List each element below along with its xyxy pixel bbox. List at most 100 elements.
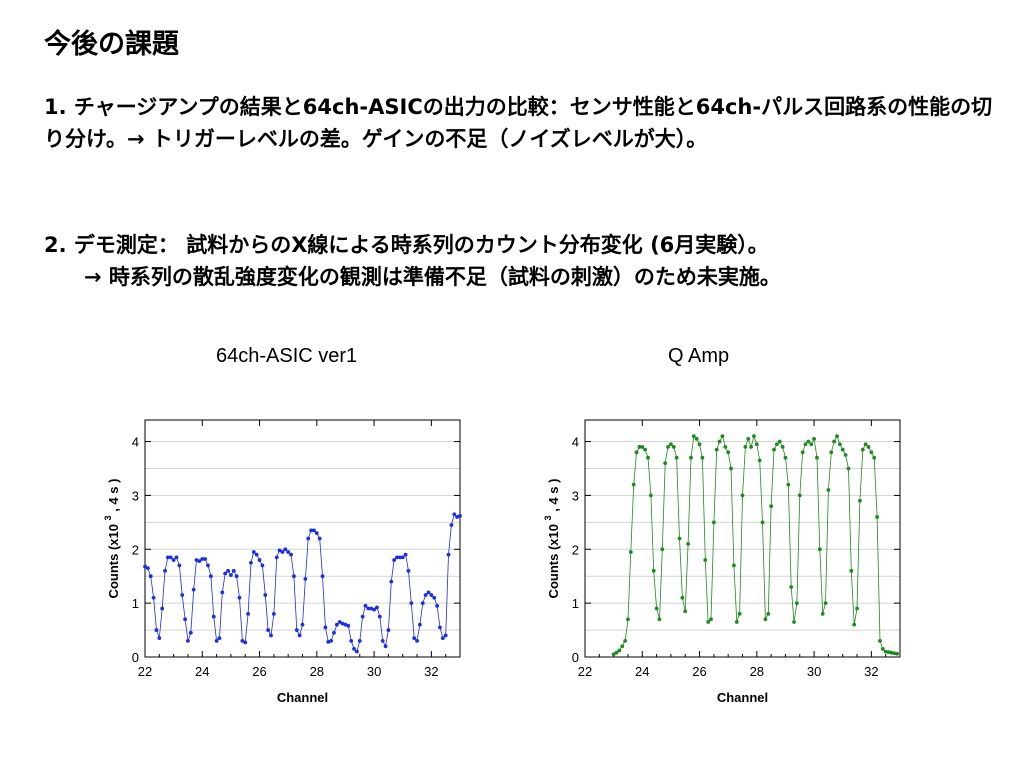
qamp-data-point <box>869 450 874 455</box>
asic-data-point <box>283 547 288 552</box>
qamp-data-point <box>743 445 748 449</box>
asic-data-point <box>349 638 354 643</box>
slide-title: 今後の課題 <box>44 29 179 60</box>
qamp-xtick-label: 26 <box>692 664 706 679</box>
qamp-data-point <box>617 648 622 653</box>
asic-data-point <box>380 638 385 643</box>
qamp-ylabel: Counts (x10 3 , 4 s ) <box>543 479 561 599</box>
qamp-data-point <box>717 439 722 444</box>
qamp-data-point <box>648 493 653 498</box>
qamp-data-point <box>634 450 639 455</box>
qamp-data-point <box>646 455 650 460</box>
qamp-data-point <box>640 445 645 449</box>
qamp-data-point <box>849 568 854 573</box>
agenda-item-2-line1: 2. デモ測定： 試料からのX線による時系列のカウント分布変化 (6月実験）。 <box>44 233 769 257</box>
asic-data-point <box>163 568 167 573</box>
qamp-data-point <box>878 638 882 643</box>
asic-data-point <box>166 555 170 560</box>
asic-data-point <box>292 574 296 579</box>
qamp-data-point <box>843 453 848 457</box>
qamp-data-point <box>611 652 616 657</box>
qamp-data-point <box>772 447 776 452</box>
asic-data-point <box>337 620 342 624</box>
asic-data-point <box>180 593 185 597</box>
qamp-data-point <box>711 520 716 525</box>
asic-data-point <box>366 606 371 611</box>
qamp-ytick-label: 4 <box>572 435 579 450</box>
qamp-data-point <box>689 455 693 460</box>
asic-data-point <box>300 622 305 627</box>
asic-data-point <box>274 555 279 560</box>
qamp-data-point <box>777 439 782 444</box>
asic-data-point <box>312 528 316 533</box>
asic-ylabel: Counts (x10 3 , 4 s ) <box>103 479 121 599</box>
asic-ytick-label: 1 <box>132 596 139 611</box>
asic-xlabel: Channel <box>277 690 328 705</box>
asic-data-point <box>211 614 216 619</box>
asic-data-point <box>303 576 308 581</box>
asic-data-point <box>455 515 460 519</box>
qamp-xlabel: Channel <box>717 690 768 705</box>
qamp-data-point <box>820 612 825 616</box>
qamp-data-point <box>740 493 745 498</box>
qamp-data-point <box>852 622 857 627</box>
asic-data-point <box>383 644 388 649</box>
asic-data-point <box>435 603 439 608</box>
qamp-data-point <box>660 547 665 552</box>
chart-qamp: 0 1 2 3 4 22 24 26 28 30 32 Channel Counts (x10 3 , … <box>543 419 901 705</box>
qamp-data-point <box>697 442 702 447</box>
qamp-data-point <box>620 644 625 649</box>
asic-data-point <box>186 638 190 643</box>
asic-data-point <box>289 552 293 557</box>
qamp-data-point <box>637 445 642 449</box>
agenda-item-1: 1. チャージアンプの結果と64ch-ASICの出力の比較：センサ性能と64ch… <box>44 95 993 151</box>
asic-data-point <box>223 571 228 576</box>
qamp-xtick-label: 22 <box>578 664 592 679</box>
asic-data-point <box>246 612 250 616</box>
chart-title-asic: 64ch-ASIC ver1 <box>216 345 358 367</box>
asic-data-point <box>406 568 411 573</box>
asic-data-point <box>377 614 382 619</box>
asic-data-point <box>352 647 356 651</box>
asic-data-point <box>458 513 462 518</box>
qamp-data-point <box>686 541 690 546</box>
qamp-plot-frame <box>584 419 901 658</box>
asic-data-point <box>443 633 448 638</box>
asic-data-point <box>229 573 233 578</box>
qamp-data-point <box>732 563 736 568</box>
qamp-data-point <box>795 601 799 606</box>
qamp-data-point <box>723 445 728 449</box>
qamp-ytick-label: 0 <box>572 650 579 665</box>
qamp-data-point <box>663 461 668 465</box>
asic-data-point <box>418 622 422 627</box>
asic-data-point <box>174 555 179 560</box>
qamp-data-point <box>654 606 659 611</box>
asic-data-point <box>294 628 299 632</box>
qamp-data-point <box>737 612 742 616</box>
qamp-data-point <box>800 450 805 455</box>
asic-data-point <box>446 552 451 557</box>
qamp-data-point <box>826 488 831 492</box>
asic-data-point <box>249 560 253 565</box>
qamp-data-point <box>812 436 816 441</box>
qamp-data-point <box>746 436 751 441</box>
asic-data-point <box>360 614 365 619</box>
asic-data-point <box>332 630 336 635</box>
qamp-data-point <box>754 442 759 447</box>
qamp-data-point <box>643 447 648 452</box>
qamp-data-point <box>734 620 739 624</box>
asic-data-point <box>214 638 219 643</box>
asic-ytick-label: 4 <box>132 435 139 450</box>
asic-data-point <box>143 564 147 569</box>
asic-data-point <box>346 623 351 628</box>
asic-data-point <box>409 601 414 606</box>
qamp-data-point <box>666 445 670 449</box>
qamp-data-point <box>726 450 731 455</box>
qamp-data-point <box>829 450 834 455</box>
asic-data-point <box>449 523 454 527</box>
asic-data-point <box>369 606 374 611</box>
asic-ytick-label: 3 <box>132 488 139 503</box>
asic-data-point <box>386 628 391 632</box>
qamp-data-point <box>774 442 779 447</box>
asic-data-point <box>271 612 276 616</box>
